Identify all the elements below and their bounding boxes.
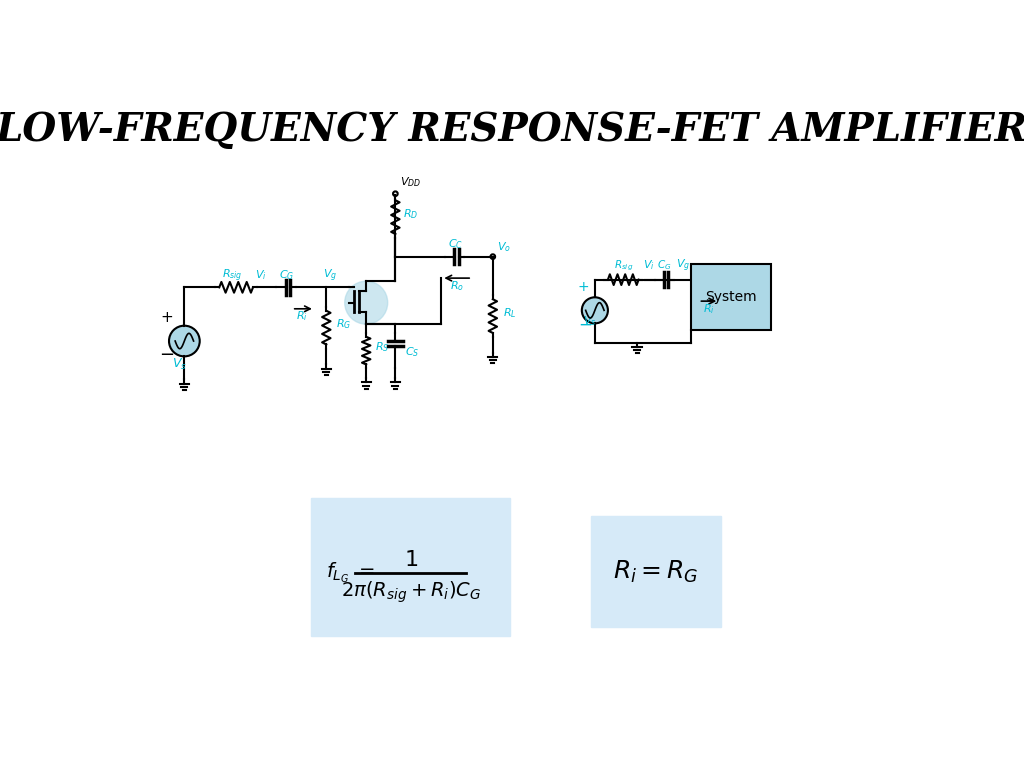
Text: $R_G$: $R_G$: [336, 317, 351, 331]
Text: $R_{sig}$: $R_{sig}$: [222, 267, 243, 284]
Text: $f_{L_G}\ =$: $f_{L_G}\ =$: [327, 561, 376, 585]
Text: +: +: [578, 280, 590, 294]
Circle shape: [582, 297, 608, 323]
Text: $C_G$: $C_G$: [279, 268, 294, 282]
Text: $R_i = R_G$: $R_i = R_G$: [613, 559, 699, 585]
Text: −: −: [578, 316, 592, 333]
Text: +: +: [161, 310, 173, 325]
Text: $V_s$: $V_s$: [584, 314, 597, 328]
Text: $2\pi(R_{sig} + R_i)C_G$: $2\pi(R_{sig} + R_i)C_G$: [341, 580, 481, 605]
Text: $V_g$: $V_g$: [676, 257, 690, 274]
Text: $R_o$: $R_o$: [450, 279, 464, 293]
Text: LOW-FREQUENCY RESPONSE-FET AMPLIFIER: LOW-FREQUENCY RESPONSE-FET AMPLIFIER: [0, 111, 1024, 149]
Text: $V_g$: $V_g$: [323, 267, 337, 284]
Text: $1$: $1$: [403, 550, 418, 570]
Text: $V_o$: $V_o$: [498, 240, 511, 254]
Text: −: −: [159, 346, 174, 364]
FancyBboxPatch shape: [311, 498, 511, 637]
Text: $C_C$: $C_C$: [447, 237, 463, 251]
Text: $V_i$: $V_i$: [255, 268, 267, 282]
FancyBboxPatch shape: [591, 516, 722, 627]
Text: $R_{sig}$: $R_{sig}$: [614, 259, 634, 273]
Circle shape: [345, 281, 388, 324]
Text: $V_{DD}$: $V_{DD}$: [400, 175, 421, 189]
Text: $V_s$: $V_s$: [172, 357, 186, 372]
Text: $C_G$: $C_G$: [657, 258, 672, 272]
FancyBboxPatch shape: [691, 264, 771, 329]
Text: $R_i$: $R_i$: [296, 310, 307, 323]
Text: $R_D$: $R_D$: [403, 207, 419, 220]
Text: System: System: [706, 290, 757, 304]
Circle shape: [169, 326, 200, 356]
Text: $C_S$: $C_S$: [404, 345, 419, 359]
Text: $R_i$: $R_i$: [702, 302, 715, 316]
Text: $R_S$: $R_S$: [376, 340, 390, 354]
Text: $R_L$: $R_L$: [503, 306, 516, 320]
Text: $V_i$: $V_i$: [643, 258, 654, 272]
